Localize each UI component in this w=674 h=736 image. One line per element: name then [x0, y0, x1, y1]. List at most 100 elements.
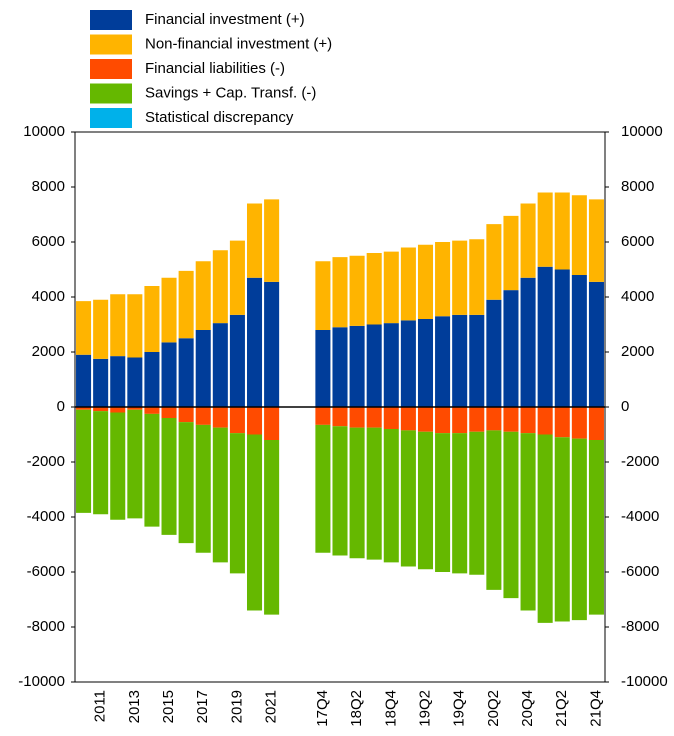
- bar-segment: [178, 422, 194, 544]
- y-tick-label: 4000: [32, 288, 65, 305]
- bar-segment: [537, 407, 553, 435]
- bar-segment: [503, 215, 519, 291]
- bar-segment: [127, 294, 143, 358]
- x-tick-label: 19Q2: [416, 690, 433, 727]
- bar-segment: [195, 330, 211, 407]
- bar-segment: [332, 426, 348, 556]
- y2-tick-label: -10000: [621, 673, 668, 690]
- bar-segment: [178, 407, 194, 423]
- legend-swatch: [90, 83, 132, 104]
- bar-segment: [229, 314, 245, 407]
- bar-segment: [127, 409, 143, 519]
- bar-segment: [144, 413, 160, 527]
- legend-swatch: [90, 59, 132, 79]
- bar-segment: [503, 407, 519, 432]
- bar-segment: [229, 407, 245, 434]
- bar-segment: [554, 269, 570, 407]
- bar-segment: [452, 407, 468, 434]
- bar-segment: [144, 286, 160, 352]
- bar-segment: [452, 240, 468, 315]
- y2-tick-label: 6000: [621, 233, 654, 250]
- legend-swatch: [90, 34, 132, 55]
- legend-label: Financial liabilities (-): [145, 60, 285, 77]
- bar-segment: [332, 407, 348, 427]
- bar-segment: [469, 239, 485, 315]
- y-tick-label: 10000: [23, 123, 65, 140]
- bar-segment: [93, 411, 109, 515]
- x-tick-label: 19Q4: [451, 690, 468, 727]
- bar-segment: [571, 275, 587, 407]
- bar-segment: [571, 195, 587, 275]
- y-tick-label: 0: [57, 398, 65, 415]
- bar-segment: [349, 255, 365, 326]
- x-tick-label: 21Q4: [587, 690, 604, 727]
- bar-segment: [366, 407, 382, 428]
- bar-segment: [315, 407, 331, 425]
- bar-segment: [93, 407, 109, 412]
- bar-segment: [383, 251, 399, 324]
- bar-segment: [315, 424, 331, 553]
- bar-segment: [469, 314, 485, 407]
- x-tick-label: 18Q2: [348, 690, 365, 727]
- x-tick-label: 17Q4: [314, 690, 331, 727]
- bar-segment: [383, 323, 399, 407]
- bar-segment: [195, 261, 211, 330]
- bar-segment: [178, 338, 194, 407]
- bar-segment: [520, 277, 536, 407]
- bar-segment: [212, 407, 228, 428]
- legend-label: Savings + Cap. Transf. (-): [145, 84, 316, 101]
- bar-segment: [366, 324, 382, 407]
- bar-segment: [349, 325, 365, 407]
- bar-segment: [435, 407, 451, 434]
- bar-segment: [571, 438, 587, 621]
- bar-segment: [588, 199, 604, 282]
- bar-segment: [76, 407, 92, 410]
- bar-segment: [127, 357, 143, 407]
- bar-segment: [349, 427, 365, 559]
- x-tick-label: 20Q2: [485, 690, 502, 727]
- bar-segment: [503, 431, 519, 599]
- bar-segment: [417, 319, 434, 407]
- x-tick-label: 2021: [263, 690, 280, 723]
- x-tick-label: 18Q4: [382, 690, 399, 727]
- bar-segment: [503, 290, 519, 407]
- bar-segment: [127, 407, 143, 410]
- bar-segment: [417, 244, 434, 319]
- y-tick-label: -8000: [27, 618, 65, 635]
- bar-segment: [161, 407, 177, 418]
- bar-segment: [332, 257, 348, 328]
- bar-segment: [452, 433, 468, 574]
- bar-segment: [246, 434, 263, 611]
- y-tick-label: 2000: [32, 343, 65, 360]
- legend-label: Non-financial investment (+): [145, 35, 332, 52]
- x-tick-label: 20Q4: [519, 690, 536, 727]
- bar-segment: [229, 240, 245, 315]
- y2-tick-label: -6000: [621, 563, 659, 580]
- bar-segment: [400, 247, 416, 321]
- bar-segment: [229, 433, 245, 574]
- bar-segment: [383, 407, 399, 429]
- bar-segment: [264, 199, 280, 282]
- bar-segment: [469, 407, 485, 432]
- bar-segment: [486, 430, 502, 590]
- bar-segment: [588, 281, 604, 407]
- legend-swatch: [90, 108, 132, 128]
- bar-segment: [383, 429, 399, 563]
- bar-segment: [110, 407, 126, 413]
- x-tick-label: 2013: [126, 690, 143, 723]
- bar-segment: [161, 277, 177, 343]
- bar-segment: [486, 224, 502, 300]
- bar-segment: [76, 409, 92, 513]
- legend-swatch: [90, 10, 132, 30]
- legend-label: Financial investment (+): [145, 11, 305, 28]
- bar-segment: [417, 407, 434, 432]
- bar-segment: [264, 407, 280, 440]
- x-tick-label: 2015: [160, 690, 177, 723]
- bar-segment: [435, 242, 451, 317]
- bar-segment: [264, 440, 280, 615]
- y-tick-label: -6000: [27, 563, 65, 580]
- bar-segment: [212, 250, 228, 324]
- bar-segment: [554, 437, 570, 622]
- bar-segment: [435, 433, 451, 572]
